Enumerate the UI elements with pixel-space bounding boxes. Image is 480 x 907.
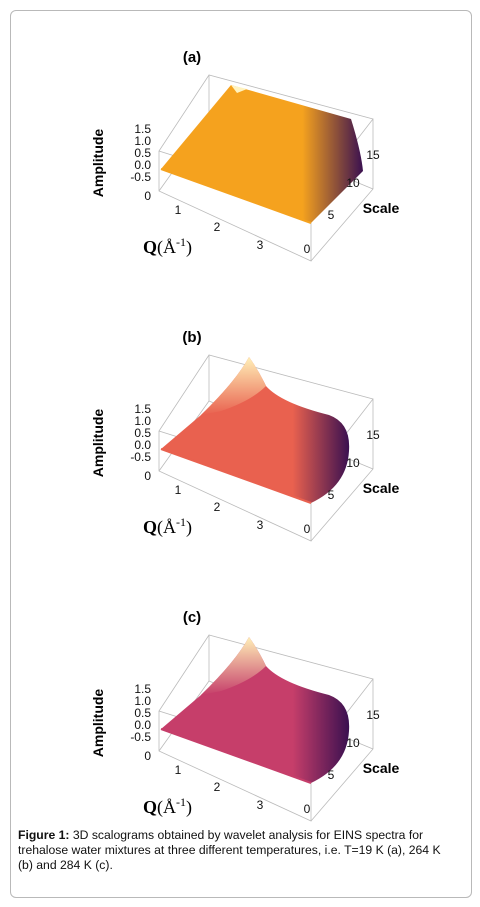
scale-tick: 10 (346, 736, 360, 750)
scale-tick: 5 (328, 768, 335, 782)
q-axis-unit: (Å (157, 237, 176, 258)
scale-tick: 10 (346, 176, 360, 190)
q-axis-title: Q(Å-1) (143, 795, 192, 818)
bounding-box (158, 74, 374, 262)
q-tick: 3 (257, 518, 264, 532)
amplitude-tick: 0.5 (134, 426, 151, 440)
q-axis-close: ) (186, 797, 192, 818)
q-axis-close: ) (186, 517, 192, 538)
surface-front-edge (160, 448, 312, 504)
surface (161, 357, 350, 503)
amplitude-axis-title: Amplitude (90, 689, 106, 758)
caption-prefix: Figure 1: (18, 828, 70, 842)
surface-front-edge (160, 168, 312, 224)
scalogram-plot-c: 1.51.00.50.0-0.5 0 Amplitude 1 2 3 Q(Å-1) 15 10 5… (90, 634, 400, 822)
q-axis-unit: (Å (157, 797, 176, 818)
q-tick: 2 (214, 220, 221, 234)
q-axis-close: ) (186, 237, 192, 258)
amplitude-tick: 1.0 (134, 694, 151, 708)
surface-front-edge (160, 728, 312, 784)
amplitude-tick: -0.5 (130, 730, 151, 744)
q-tick: 0 (144, 189, 151, 203)
amplitude-axis-title: Amplitude (90, 409, 106, 478)
scale-axis-title: Scale (363, 200, 400, 216)
plot-group-a: 1.51.00.50.0-0.5 0 Amplitude 1 2 3 Q(Å-1) 15 10 5… (90, 74, 400, 262)
scalogram-plot-a: 1.51.00.50.0-0.5 0 Amplitude 1 2 3 Q(Å-1) 15 10 5… (90, 74, 400, 262)
surface-peak (201, 357, 266, 415)
plot-group-b: 1.51.00.50.0-0.5 0 Amplitude 1 2 3 Q(Å-1) 15 10 5… (90, 354, 400, 542)
scale-tick: 10 (346, 456, 360, 470)
q-tick: 0 (144, 749, 151, 763)
amplitude-tick: -0.5 (130, 170, 151, 184)
amplitude-tick: 0.0 (134, 438, 151, 452)
amplitude-tick: 0.5 (134, 146, 151, 160)
surface (161, 85, 363, 223)
q-tick: 0 (144, 469, 151, 483)
scalogram-panel-c: 1.5 1.0 0.5 0.0 -0.5 0 Amplitude 1 2 3 Q(Å-1) 15 10 5… (11, 591, 473, 866)
panel-label-a: (a) (182, 49, 202, 66)
q-axis-unit: (Å (157, 517, 176, 538)
scale-tick: 0 (304, 522, 311, 536)
amplitude-tick: 0.5 (134, 706, 151, 720)
amplitude-tick: 0.0 (134, 158, 151, 172)
q-axis-sup: -1 (176, 235, 186, 249)
amplitude-tick: 1.0 (134, 414, 151, 428)
amplitude-tick: -0.5 (130, 450, 151, 464)
q-axis-title: Q(Å-1) (143, 515, 192, 538)
scalogram-panel-a: 1.5 1.0 0.5 0.0 -0.5 0 Amplitude 1 2 3 Q(Å-1) 15 10 5… (11, 31, 473, 306)
q-axis-sup: -1 (176, 795, 186, 809)
amplitude-tick: 0.0 (134, 718, 151, 732)
scale-tick: 15 (366, 708, 380, 722)
scale-tick: 5 (328, 208, 335, 222)
figure-frame: 1.5 1.0 0.5 0.0 -0.5 0 Amplitude 1 2 3 Q(Å-1) 15 10 5… (10, 10, 472, 898)
q-axis-main: Q (143, 797, 157, 817)
panel-label-b: (b) (182, 329, 202, 346)
scalogram-panel-b: 1.5 1.0 0.5 0.0 -0.5 0 Amplitude 1 2 3 Q(Å-1) 15 10 5… (11, 311, 473, 586)
q-axis-sup: -1 (176, 515, 186, 529)
plot-group-c: 1.51.00.50.0-0.5 0 Amplitude 1 2 3 Q(Å-1) 15 10 5… (90, 634, 400, 822)
q-axis-main: Q (143, 517, 157, 537)
amplitude-axis-title: Amplitude (90, 129, 106, 198)
scale-tick: 0 (304, 242, 311, 256)
q-tick: 1 (175, 203, 182, 217)
figure-caption: Figure 1: 3D scalograms obtained by wave… (18, 828, 452, 873)
bounding-box (158, 634, 374, 822)
bounding-box (158, 354, 374, 542)
scale-tick: 15 (366, 148, 380, 162)
panel-label-c: (c) (182, 609, 202, 626)
amplitude-tick: 1.5 (134, 402, 151, 416)
scale-tick: 5 (328, 488, 335, 502)
scalogram-plot-b: 1.51.00.50.0-0.5 0 Amplitude 1 2 3 Q(Å-1) 15 10 5… (90, 354, 400, 542)
q-tick: 3 (257, 238, 264, 252)
q-tick: 2 (214, 500, 221, 514)
amplitude-tick: 1.5 (134, 682, 151, 696)
scale-tick: 15 (366, 428, 380, 442)
scale-axis-title: Scale (363, 480, 400, 496)
scale-tick: 0 (304, 802, 311, 816)
q-tick: 1 (175, 763, 182, 777)
q-tick: 2 (214, 780, 221, 794)
surface (161, 637, 350, 783)
caption-text: 3D scalograms obtained by wavelet analys… (18, 828, 441, 872)
amplitude-tick: 1.5 (134, 122, 151, 136)
surface-highlight (231, 85, 247, 93)
q-axis-main: Q (143, 237, 157, 257)
q-tick: 3 (257, 798, 264, 812)
surface-peak (201, 637, 266, 695)
scale-axis-title: Scale (363, 760, 400, 776)
q-axis-title: Q(Å-1) (143, 235, 192, 258)
q-tick: 1 (175, 483, 182, 497)
amplitude-tick: 1.0 (134, 134, 151, 148)
